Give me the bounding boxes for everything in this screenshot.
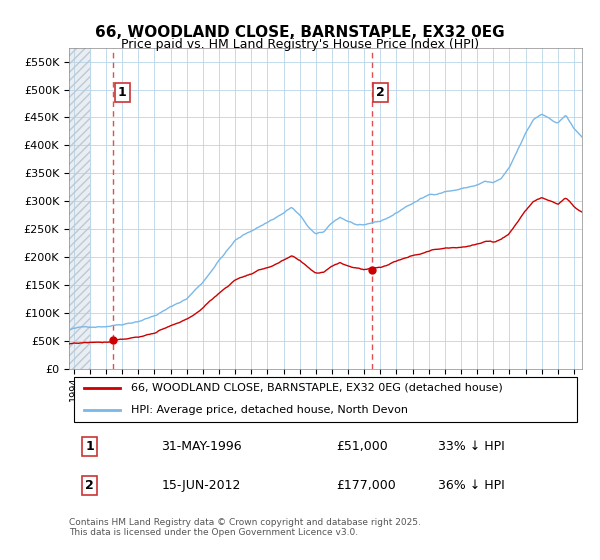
Text: 2: 2	[376, 86, 385, 99]
Text: 31-MAY-1996: 31-MAY-1996	[161, 440, 242, 452]
Text: 66, WOODLAND CLOSE, BARNSTAPLE, EX32 0EG: 66, WOODLAND CLOSE, BARNSTAPLE, EX32 0EG	[95, 25, 505, 40]
Bar	[69, 48, 90, 369]
FancyBboxPatch shape	[74, 377, 577, 422]
Text: Contains HM Land Registry data © Crown copyright and database right 2025.
This d: Contains HM Land Registry data © Crown c…	[69, 518, 421, 537]
Bar	[69, 48, 90, 369]
Text: HPI: Average price, detached house, North Devon: HPI: Average price, detached house, Nort…	[131, 405, 407, 415]
Text: Price paid vs. HM Land Registry's House Price Index (HPI): Price paid vs. HM Land Registry's House …	[121, 38, 479, 51]
Text: 33% ↓ HPI: 33% ↓ HPI	[439, 440, 505, 452]
Text: 1: 1	[118, 86, 127, 99]
Text: £177,000: £177,000	[336, 479, 395, 492]
Text: 36% ↓ HPI: 36% ↓ HPI	[439, 479, 505, 492]
Text: 66, WOODLAND CLOSE, BARNSTAPLE, EX32 0EG (detached house): 66, WOODLAND CLOSE, BARNSTAPLE, EX32 0EG…	[131, 383, 502, 393]
Text: 2: 2	[85, 479, 94, 492]
Text: 1: 1	[85, 440, 94, 452]
Text: £51,000: £51,000	[336, 440, 388, 452]
Text: 15-JUN-2012: 15-JUN-2012	[161, 479, 241, 492]
